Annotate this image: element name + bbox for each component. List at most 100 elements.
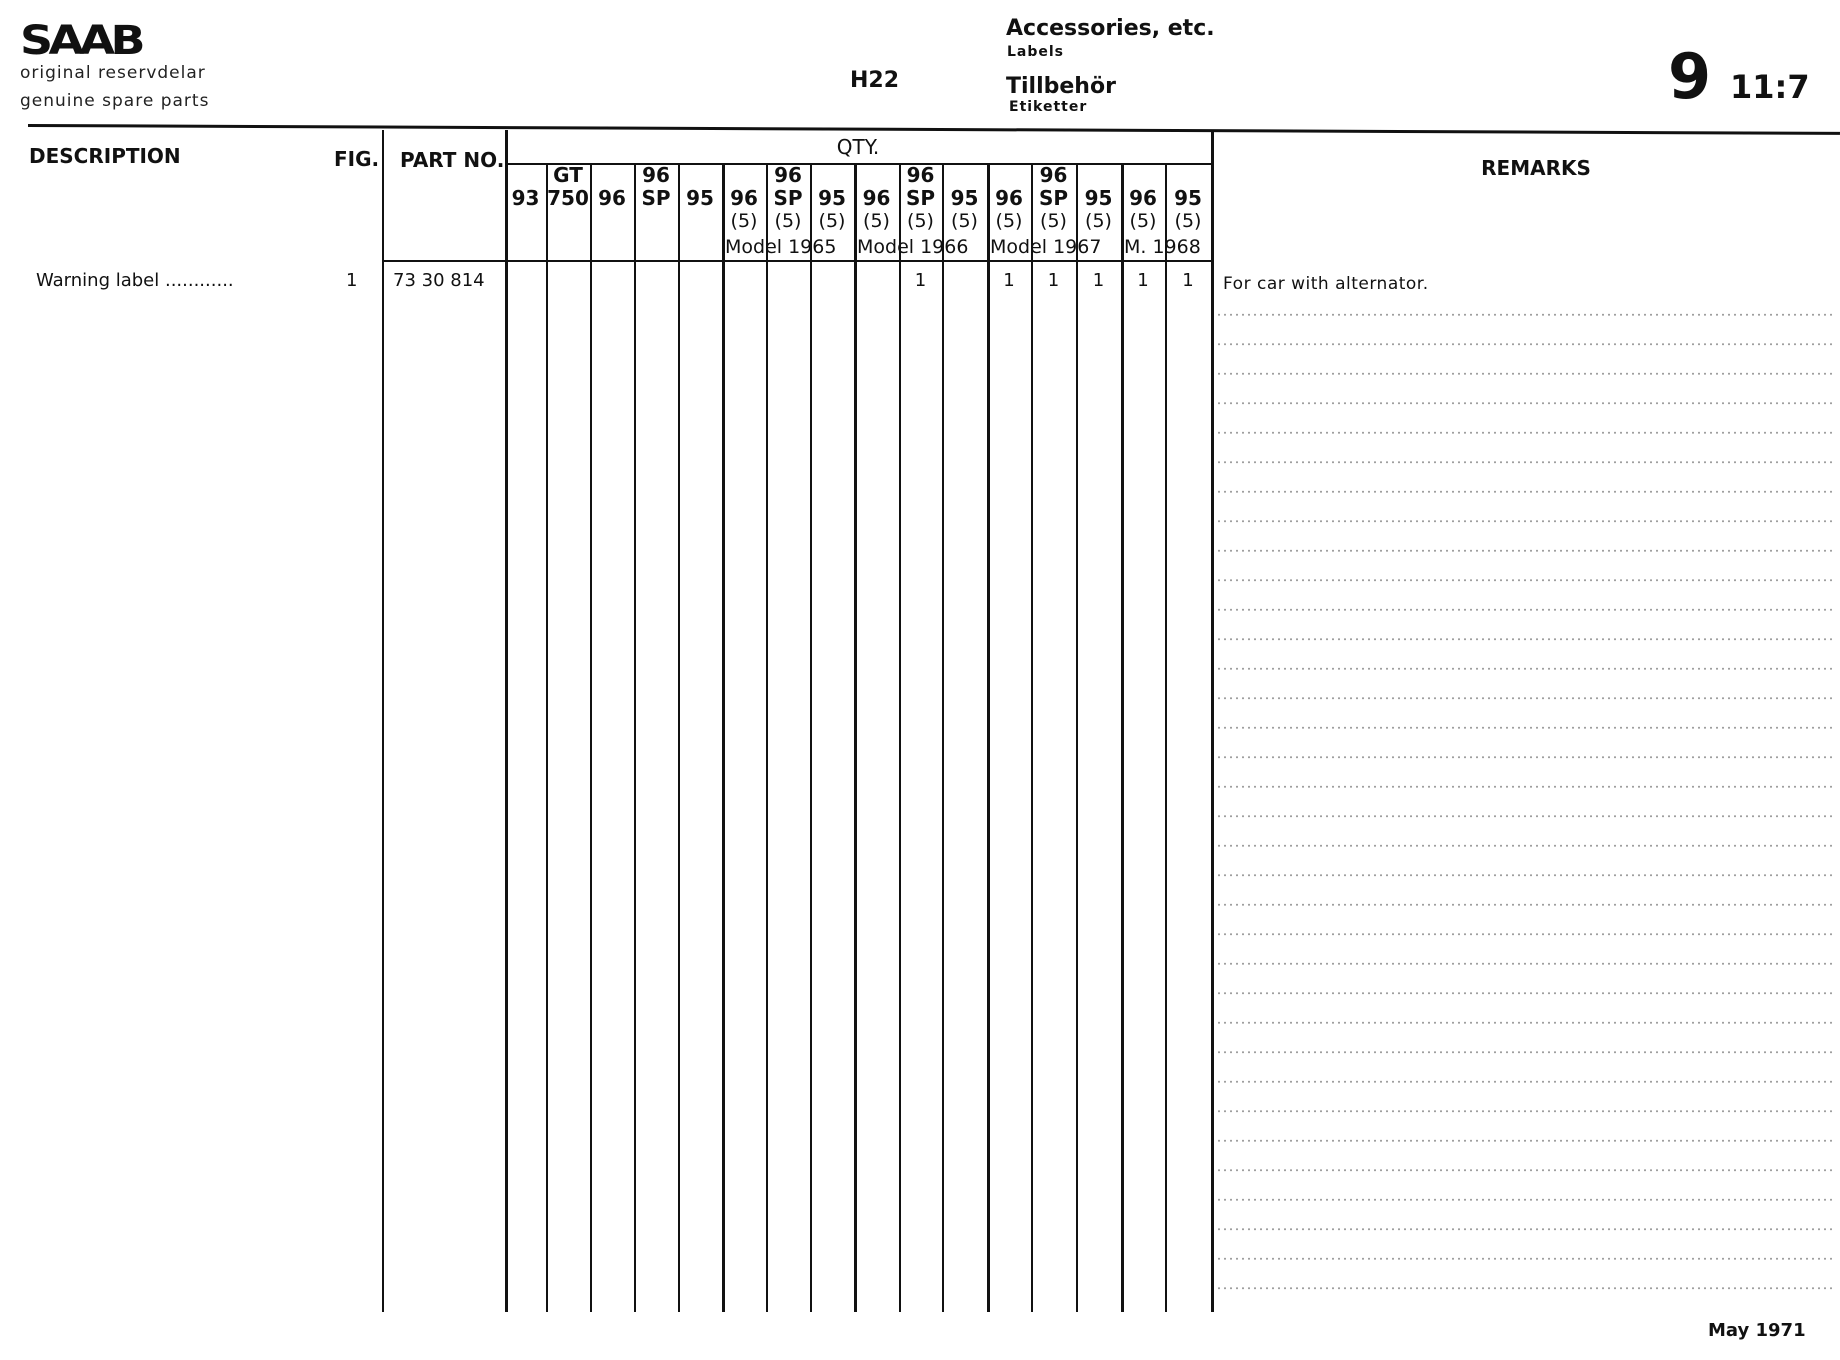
qty-col-top: 96 bbox=[1039, 163, 1068, 187]
qty-col-model: 95 bbox=[818, 186, 846, 210]
qty-col-divider bbox=[766, 164, 768, 1312]
qty-col-model: 93 bbox=[511, 186, 540, 210]
qty-col-header: 95 (5) bbox=[942, 164, 987, 260]
qty-col-header: 93 bbox=[505, 164, 546, 260]
qty-col-top bbox=[987, 164, 1031, 187]
qty-col-model: SP bbox=[905, 186, 936, 210]
qty-col-divider bbox=[678, 164, 680, 1312]
qty-cell: 1 bbox=[1182, 270, 1194, 291]
model-year-label: Model 1967 bbox=[990, 236, 1102, 258]
qty-col-top bbox=[505, 164, 546, 187]
subtitle-labels-swedish: Etiketter bbox=[1009, 99, 1088, 115]
row-remarks: For car with alternator. bbox=[1223, 274, 1429, 294]
qty-col-model: SP bbox=[641, 186, 671, 210]
qty-col-model: SP bbox=[1038, 186, 1069, 210]
qty-col-top bbox=[854, 164, 899, 187]
qty-col-model: 96 bbox=[598, 186, 626, 210]
row-part-no: 73 30 814 bbox=[393, 270, 485, 291]
qty-col-variant: (5) bbox=[774, 210, 802, 232]
qty-col-divider bbox=[942, 164, 944, 1312]
qty-col-header: 95 (5) bbox=[1076, 164, 1121, 260]
footer-date: May 1971 bbox=[1708, 1320, 1806, 1341]
qty-col-divider bbox=[722, 164, 725, 1312]
qty-col-header: 96 (5) bbox=[722, 164, 766, 260]
qty-col-divider bbox=[1211, 130, 1214, 1312]
model-year-label: Model 1965 bbox=[725, 236, 837, 258]
qty-col-variant: (5) bbox=[1129, 210, 1157, 232]
qty-col-top bbox=[942, 164, 987, 187]
qty-col-top bbox=[1076, 164, 1121, 187]
qty-col-top: 96 bbox=[642, 163, 670, 187]
qty-col-divider bbox=[1076, 164, 1078, 1312]
qty-col-top: 96 bbox=[906, 163, 935, 187]
qty-col-model: 95 bbox=[1084, 186, 1113, 210]
qty-col-header: 96 (5) bbox=[1121, 164, 1165, 260]
qty-col-divider bbox=[1121, 164, 1124, 1312]
qty-col-header: 96 (5) bbox=[987, 164, 1031, 260]
qty-col-model: 95 bbox=[686, 186, 714, 210]
qty-col-header: 95 bbox=[678, 164, 722, 260]
qty-col-header: 96 SP (5) bbox=[899, 164, 942, 260]
qty-col-divider bbox=[810, 164, 812, 1312]
qty-col-divider bbox=[505, 130, 508, 1312]
qty-col-divider bbox=[987, 164, 990, 1312]
col-part-no: PART NO. bbox=[400, 148, 505, 172]
qty-col-divider bbox=[590, 164, 592, 1312]
qty-col-variant: (5) bbox=[730, 210, 758, 232]
qty-col-variant: (5) bbox=[1174, 210, 1202, 232]
qty-col-header: 96 SP (5) bbox=[766, 164, 810, 260]
section-number: 9 bbox=[1668, 40, 1712, 113]
title-swedish: Tillbehör bbox=[1006, 74, 1116, 99]
qty-col-model: 96 bbox=[1129, 186, 1157, 210]
qty-col-model: 95 bbox=[1174, 186, 1202, 210]
qty-cell: 1 bbox=[1092, 270, 1105, 291]
qty-col-variant: (5) bbox=[995, 210, 1023, 232]
col-remarks: REMARKS bbox=[1481, 156, 1591, 180]
qty-cell: 1 bbox=[914, 270, 927, 291]
qty-col-header: 95 (5) bbox=[810, 164, 854, 260]
qty-col-header: 96 (5) bbox=[854, 164, 899, 260]
row-fig: 1 bbox=[346, 270, 358, 291]
subtitle-english: genuine spare parts bbox=[20, 91, 210, 111]
qty-col-top bbox=[590, 164, 634, 187]
qty-col-top bbox=[1165, 164, 1211, 187]
qty-col-top bbox=[1121, 164, 1165, 187]
model-year-label: Model 1966 bbox=[857, 236, 969, 258]
qty-col-header: 96 bbox=[590, 164, 634, 260]
col-qty: QTY. bbox=[836, 135, 880, 159]
model-year-label: M. 1968 bbox=[1124, 236, 1201, 258]
qty-col-variant: (5) bbox=[818, 210, 846, 232]
page-number: 11:7 bbox=[1730, 68, 1810, 106]
qty-col-model: 750 bbox=[547, 186, 589, 210]
qty-col-divider bbox=[1031, 164, 1033, 1312]
qty-col-model: 96 bbox=[995, 186, 1023, 210]
qty-col-divider bbox=[854, 164, 857, 1312]
qty-col-top bbox=[678, 164, 722, 187]
col-divider bbox=[382, 130, 384, 1312]
group-code: H22 bbox=[850, 68, 900, 93]
qty-col-header: 96 SP bbox=[634, 164, 678, 260]
qty-col-top: 96 bbox=[774, 163, 802, 187]
qty-col-model: 95 bbox=[950, 186, 979, 210]
header-bottom-rule bbox=[383, 260, 1211, 262]
qty-col-header: 95 (5) bbox=[1165, 164, 1211, 260]
row-description: Warning label ............ bbox=[36, 270, 234, 291]
saab-logo: SAAB bbox=[20, 18, 146, 64]
header-rule bbox=[27, 124, 1840, 135]
qty-col-top: GT bbox=[553, 163, 583, 187]
qty-cell: 1 bbox=[1047, 270, 1060, 291]
qty-col-variant: (5) bbox=[863, 210, 890, 232]
col-fig: FIG. bbox=[334, 147, 380, 171]
qty-col-model: 96 bbox=[730, 186, 758, 210]
qty-col-divider bbox=[899, 164, 901, 1312]
qty-col-divider bbox=[1165, 164, 1167, 1312]
qty-cell: 1 bbox=[1003, 270, 1015, 291]
qty-col-variant: (5) bbox=[1085, 210, 1112, 232]
qty-cell: 1 bbox=[1137, 270, 1149, 291]
qty-divider bbox=[505, 163, 1211, 165]
qty-col-divider bbox=[634, 164, 636, 1312]
qty-col-variant: (5) bbox=[951, 210, 978, 232]
qty-col-header: GT 750 bbox=[546, 164, 590, 260]
subtitle-labels-english: Labels bbox=[1007, 44, 1065, 60]
qty-col-variant: (5) bbox=[907, 210, 934, 232]
